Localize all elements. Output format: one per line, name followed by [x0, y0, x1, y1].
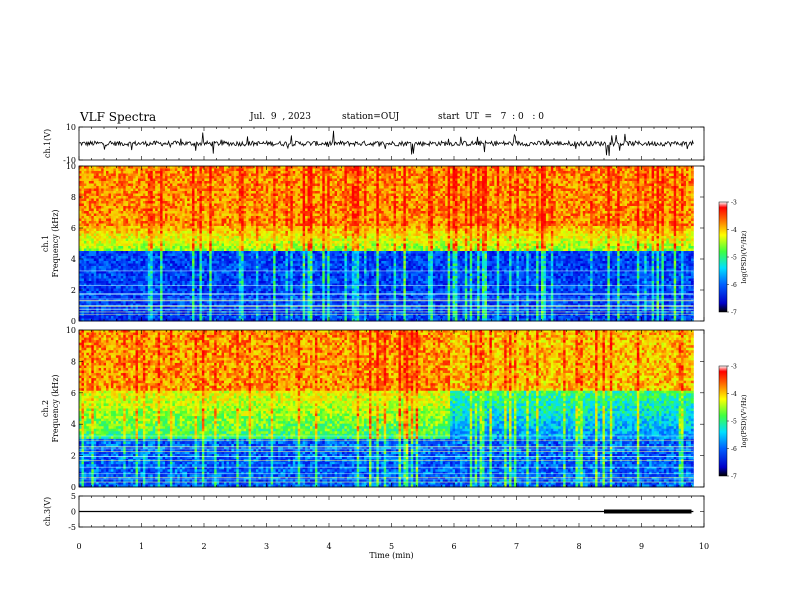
y-tick-label: -5 [68, 523, 76, 532]
x-tick-label: 1 [139, 542, 144, 551]
colorbar-label: log(PSD)(V²/Hz) [740, 394, 748, 447]
y-tick-label: 0 [71, 508, 76, 517]
y-axis-label: Frequency (kHz) [51, 374, 60, 442]
x-tick-label: 6 [451, 542, 456, 551]
ch2-spectrogram-image [79, 330, 704, 488]
x-tick-label: 3 [264, 542, 269, 551]
x-tick-label: 0 [76, 542, 81, 551]
y-tick-label: 2 [71, 286, 76, 295]
y-tick-label: 5 [71, 492, 76, 501]
y-axis-label: ch.1(V) [43, 129, 52, 158]
y-tick-label: -10 [63, 156, 76, 165]
station-label: station=OUJ [342, 112, 399, 122]
y-axis-label: ch.2 [41, 400, 50, 417]
y-tick-label: 8 [71, 193, 76, 202]
colorbar-tick-label: -7 [731, 474, 737, 481]
y-tick-label: 4 [71, 255, 76, 264]
x-tick-label: 10 [699, 542, 709, 551]
colorbar-tick-label: -7 [731, 310, 737, 317]
colorbar-tick-label: -6 [731, 446, 737, 453]
y-tick-label: 2 [71, 452, 76, 461]
y-tick-label: 6 [71, 389, 76, 398]
x-tick-label: 2 [201, 542, 206, 551]
colorbar-tick-label: -4 [731, 391, 737, 398]
x-axis-label: Time (min) [369, 551, 413, 560]
ch2-spectrogram-colorbar [718, 365, 728, 477]
colorbar-tick-label: -5 [731, 255, 737, 262]
ch1-spectrogram-image [79, 166, 704, 322]
x-tick-label: 7 [514, 542, 519, 551]
ch1-waveform-line [78, 130, 694, 156]
y-axis-label: Frequency (kHz) [51, 209, 60, 277]
y-tick-label: 0 [71, 483, 76, 492]
colorbar-tick-label: -3 [731, 364, 737, 371]
colorbar-tick-label: -4 [731, 227, 737, 234]
x-tick-label: 5 [389, 542, 394, 551]
x-tick-label: 4 [326, 542, 331, 551]
colorbar-label: log(PSD)(V²/Hz) [740, 230, 748, 283]
y-tick-label: 10 [66, 123, 76, 132]
y-tick-label: 0 [71, 317, 76, 326]
colorbar-tick-label: -3 [731, 200, 737, 207]
colorbar-tick-label: -6 [731, 282, 737, 289]
y-axis-label: ch.1 [41, 235, 50, 252]
figure-title: VLF Spectra [80, 110, 156, 124]
x-tick-label: 8 [576, 542, 581, 551]
y-tick-label: 6 [71, 224, 76, 233]
colorbar-tick-label: -5 [731, 419, 737, 426]
ch1-waveform-trace [78, 130, 694, 156]
y-tick-label: 4 [71, 420, 76, 429]
ch1-spectrogram-colorbar [718, 201, 728, 313]
y-tick-label: 8 [71, 357, 76, 366]
y-axis-label: ch.3(V) [43, 497, 52, 526]
y-tick-label: 10 [66, 326, 76, 335]
y-tick-label: 10 [66, 162, 76, 171]
x-tick-label: 9 [639, 542, 644, 551]
start-time-label: start UT = 7 : 0 : 0 [438, 112, 544, 122]
date-label: Jul. 9 , 2023 [250, 112, 311, 122]
